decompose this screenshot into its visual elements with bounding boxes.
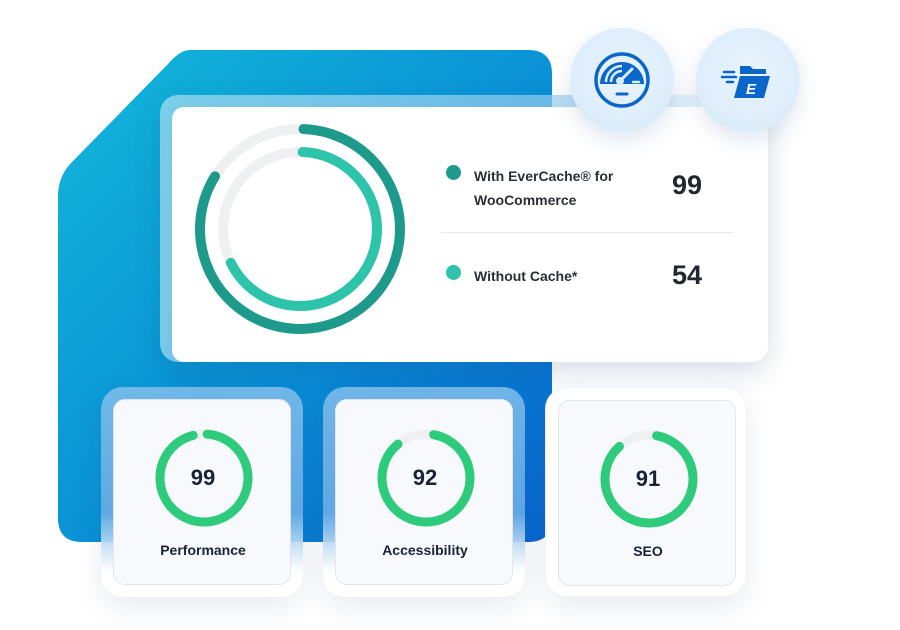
with-cache-label: With EverCache® for WooCommerce xyxy=(474,168,614,208)
accessibility-label: Accessibility xyxy=(382,542,468,558)
score-card-accessibility: 92 Accessibility xyxy=(323,387,525,597)
score-card-seo: 91 SEO xyxy=(545,387,747,597)
svg-text:E: E xyxy=(746,81,757,98)
seo-gauge xyxy=(600,430,698,528)
accessibility-score: 92 xyxy=(412,465,438,490)
performance-gauge xyxy=(155,429,253,527)
performance-score: 99 xyxy=(190,465,216,490)
evercache-badge: E xyxy=(696,28,800,132)
performance-label: Performance xyxy=(160,542,246,558)
legend-item-without-cache: Without Cache* xyxy=(446,264,644,288)
score-card-performance: 99 Performance xyxy=(101,387,303,597)
evercache-folder-icon: E xyxy=(720,66,770,98)
with-cache-ring xyxy=(195,124,405,334)
comparison-ring-chart xyxy=(195,124,405,334)
accessibility-gauge xyxy=(377,429,475,527)
seo-label: SEO xyxy=(633,543,663,559)
comparison-card xyxy=(172,107,768,362)
legend-divider xyxy=(441,232,733,233)
without-cache-dot xyxy=(446,265,461,280)
speedometer-badge xyxy=(570,28,674,132)
without-cache-ring xyxy=(218,147,382,311)
without-cache-value: 54 xyxy=(672,260,703,290)
seo-score: 91 xyxy=(635,466,661,491)
speedometer-icon xyxy=(594,52,650,108)
without-cache-label: Without Cache* xyxy=(474,268,578,284)
with-cache-dot xyxy=(446,165,461,180)
legend-item-with-cache: With EverCache® for WooCommerce xyxy=(446,164,644,212)
with-cache-value: 99 xyxy=(672,170,703,200)
